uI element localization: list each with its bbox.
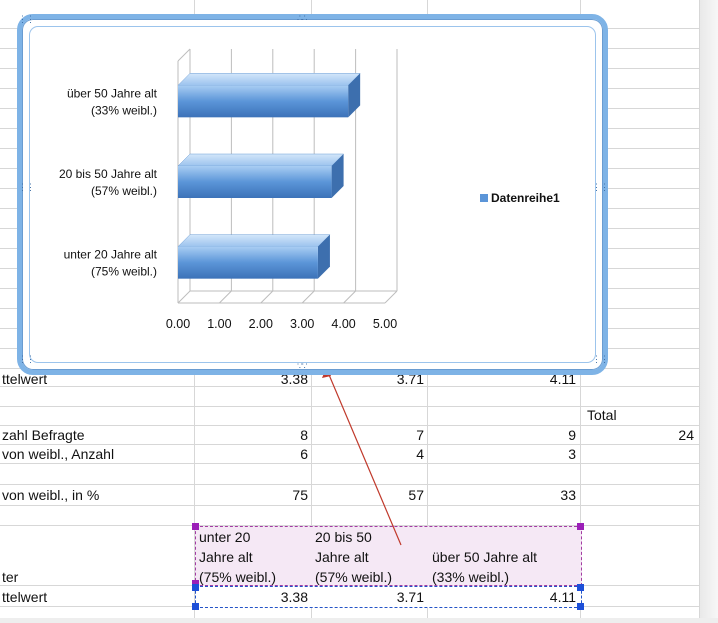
chart-resize-handle-top-left[interactable]: ⋮⋮ xyxy=(18,14,35,24)
floor-gridline xyxy=(384,290,398,304)
chart-object[interactable]: unter 20 Jahre alt (75% weibl.) 20 bis 50 … xyxy=(17,14,608,375)
mittelwert-value-2[interactable]: 3.71 xyxy=(396,371,424,387)
category-label: (33% weibl.) xyxy=(91,103,157,117)
header-cell-2-line-2: Jahre alt xyxy=(315,549,369,565)
row-label-selected-mittelwert[interactable]: ttelwert xyxy=(2,589,48,605)
floor-gridline xyxy=(343,290,356,304)
weibl-prozent-value-1[interactable]: 75 xyxy=(292,487,308,503)
bar-end-face xyxy=(317,234,330,279)
weibl-prozent-value-3[interactable]: 33 xyxy=(560,487,576,503)
data-range-handle-top-right[interactable] xyxy=(577,584,584,591)
header-cell-3-line-1 xyxy=(432,527,537,547)
header-cell-2-line-1: 20 bis 50 xyxy=(315,529,372,545)
header-range-handle-bottom-left[interactable] xyxy=(192,580,199,587)
floor-gridline xyxy=(219,290,232,304)
header-range-handle-top-left[interactable] xyxy=(192,523,199,530)
x-tick-label: 3.00 xyxy=(290,317,314,331)
x-tick-label: 1.00 xyxy=(207,317,231,331)
header-cell-2[interactable]: 20 bis 50 Jahre alt (57% weibl.) xyxy=(315,527,392,587)
chart-resize-handle-bottom-left[interactable]: ⋮⋮ xyxy=(18,354,35,364)
anzahl-total[interactable]: 24 xyxy=(678,427,694,443)
row-label-mittelwert[interactable]: ttelwert xyxy=(2,371,48,387)
grid-column-line xyxy=(699,0,700,618)
side-wall-top-edge xyxy=(177,48,191,62)
bar-chart: unter 20 Jahre alt (75% weibl.) 20 bis 50 … xyxy=(59,48,560,331)
weibl-anzahl-value-3[interactable]: 3 xyxy=(568,446,576,462)
mittelwert-value-3[interactable]: 4.11 xyxy=(549,371,576,387)
floor-gridline xyxy=(260,290,274,304)
header-cell-3-line-3: (33% weibl.) xyxy=(432,569,510,585)
selected-value-2[interactable]: 3.71 xyxy=(396,589,424,605)
category-label: (57% weibl.) xyxy=(91,184,157,198)
total-header[interactable]: Total xyxy=(587,407,617,423)
x-tick-label: 2.00 xyxy=(249,317,273,331)
data-range-handle-bottom-right[interactable] xyxy=(577,603,584,610)
category-label: über 50 Jahre alt xyxy=(67,86,158,100)
weibl-anzahl-value-1[interactable]: 6 xyxy=(300,446,308,462)
grid-row-line xyxy=(0,505,700,506)
category-label: unter 20 Jahre alt xyxy=(64,248,158,262)
x-tick-label: 5.00 xyxy=(373,317,397,331)
header-range-handle-top-right[interactable] xyxy=(577,523,584,530)
row-label-header[interactable]: ter xyxy=(2,569,19,585)
header-cell-2-line-3: (57% weibl.) xyxy=(315,569,393,585)
chart-plot-container[interactable]: unter 20 Jahre alt (75% weibl.) 20 bis 50 … xyxy=(29,26,596,363)
header-cell-1-line-2: Jahre alt xyxy=(199,549,253,565)
data-range-handle-top-left[interactable] xyxy=(192,584,199,591)
anzahl-value-2[interactable]: 7 xyxy=(416,427,424,443)
bar-top-face xyxy=(177,73,361,86)
category-label: 20 bis 50 Jahre alt xyxy=(59,167,158,181)
chart-resize-handle-bottom-right[interactable]: ⋮⋮ xyxy=(592,354,609,364)
header-cell-1[interactable]: unter 20 Jahre alt (75% weibl.) xyxy=(199,527,276,587)
row-label-anzahl-befragte[interactable]: zahl Befragte xyxy=(2,427,85,443)
category-label: (75% weibl.) xyxy=(91,265,157,279)
bar xyxy=(178,246,318,279)
bar-top-face xyxy=(177,234,331,247)
bar xyxy=(178,166,332,198)
bar-top-face xyxy=(177,153,345,167)
bar xyxy=(178,85,349,118)
header-cell-3-line-2: über 50 Jahre alt xyxy=(432,549,538,565)
anzahl-value-1[interactable]: 8 xyxy=(300,427,308,443)
data-range-handle-bottom-left[interactable] xyxy=(192,603,199,610)
row-label-weibl-anzahl[interactable]: von weibl., Anzahl xyxy=(2,446,115,462)
chart-resize-handle-bottom[interactable]: ∵∵ xyxy=(297,361,308,371)
header-cell-3[interactable]: über 50 Jahre alt (33% weibl.) xyxy=(432,527,537,587)
row-label-weibl-prozent[interactable]: von weibl., in % xyxy=(2,487,100,503)
chart-resize-handle-left[interactable]: ⋮⋮ xyxy=(18,182,35,192)
x-tick-label: 0.00 xyxy=(166,317,190,331)
window-bottom-edge xyxy=(0,618,718,623)
floor-gridline xyxy=(301,290,315,304)
chart-resize-handle-top[interactable]: ∴∴ xyxy=(297,13,308,23)
header-cell-1-line-1: unter 20 xyxy=(199,529,251,545)
legend-label: Datenreihe1 xyxy=(491,191,560,205)
header-cell-1-line-3: (75% weibl.) xyxy=(199,569,277,585)
weibl-prozent-value-2[interactable]: 57 xyxy=(408,487,424,503)
bar-end-face xyxy=(348,73,361,118)
selected-value-1[interactable]: 3.38 xyxy=(280,589,308,605)
bar-end-face xyxy=(331,154,344,198)
floor-gridline xyxy=(177,290,191,304)
anzahl-value-3[interactable]: 9 xyxy=(568,427,576,443)
mittelwert-value-1[interactable]: 3.38 xyxy=(280,371,308,387)
window-edge-shadow xyxy=(700,0,718,623)
selected-data-range[interactable] xyxy=(195,586,582,608)
selected-value-3[interactable]: 4.11 xyxy=(549,589,576,605)
weibl-anzahl-value-2[interactable]: 4 xyxy=(416,446,424,462)
x-tick-label: 4.00 xyxy=(331,317,355,331)
legend-swatch xyxy=(480,194,488,202)
chart-resize-handle-right[interactable]: ⋮⋮ xyxy=(592,182,609,192)
